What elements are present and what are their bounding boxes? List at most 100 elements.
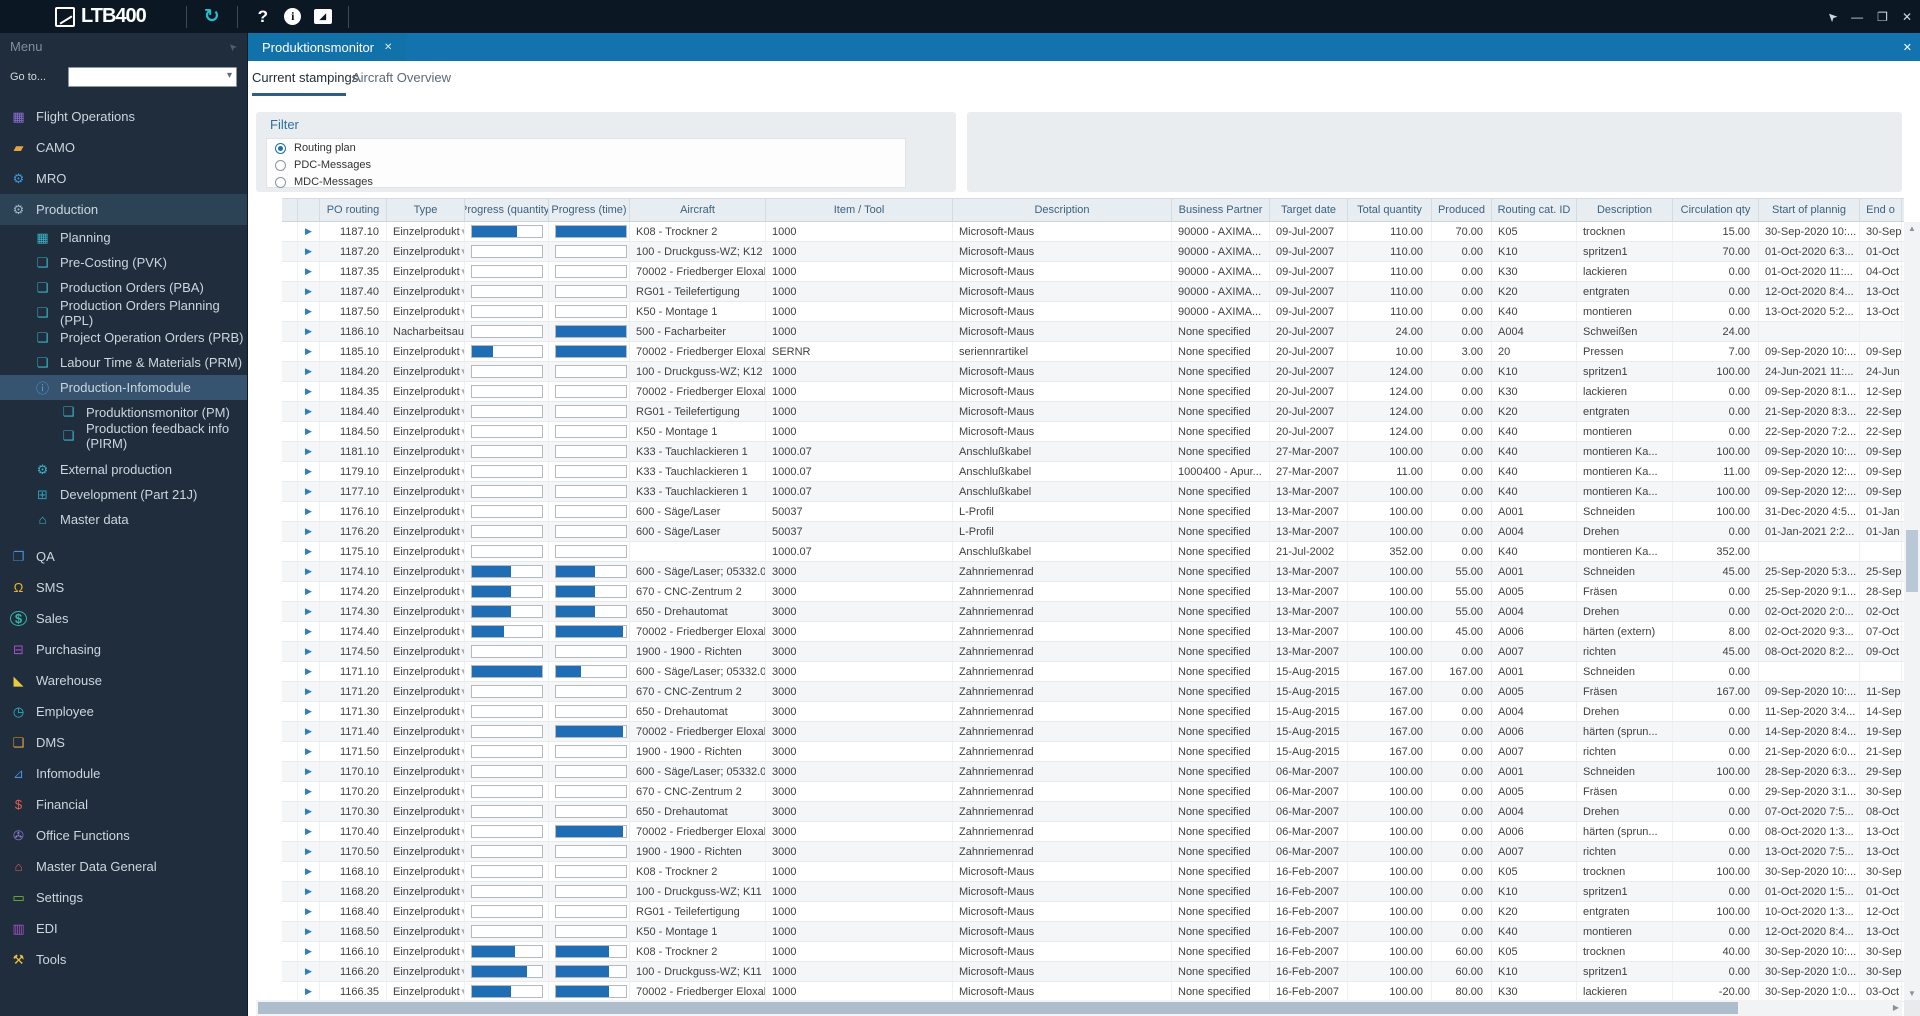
minimize-icon[interactable]: — [1851,9,1864,24]
horizontal-scrollbar[interactable]: ▶ [256,1000,1902,1016]
expand-arrow-icon[interactable]: ▶ [305,526,312,536]
scroll-down-arrow-icon[interactable]: ▼ [1908,989,1916,998]
type-dropdown-arrow-icon[interactable]: ▼ [460,887,464,896]
filter-radio-mdc-messages[interactable]: MDC-Messages [275,174,905,190]
column-header-item-tool[interactable]: Item / Tool [766,199,953,221]
column-header-total-quantity[interactable]: Total quantity [1348,199,1432,221]
expand-arrow-icon[interactable]: ▶ [305,506,312,516]
column-header-po-routing[interactable]: PO routing [320,199,387,221]
sidebar-item-warehouse[interactable]: ◣ Warehouse [0,665,247,696]
expand-arrow-icon[interactable]: ▶ [305,226,312,236]
sidebar-item-flight-operations[interactable]: ▦ Flight Operations [0,101,247,132]
column-header-empty[interactable] [298,199,320,221]
sidebar-item-sms[interactable]: Ω SMS [0,572,247,603]
sidebar-item-qa[interactable]: ❐ QA [0,541,247,572]
column-header-aircraft[interactable]: Aircraft [630,199,766,221]
type-dropdown-arrow-icon[interactable]: ▼ [460,487,464,496]
expand-arrow-icon[interactable]: ▶ [305,866,312,876]
expand-arrow-icon[interactable]: ▶ [305,326,312,336]
sidebar-item-production-orders-pba[interactable]: ❏ Production Orders (PBA) [0,275,247,300]
filter-radio-pdc-messages[interactable]: PDC-Messages [275,157,905,173]
subtab-aircraft-overview[interactable]: Aircraft Overview [352,70,451,85]
type-dropdown-arrow-icon[interactable]: ▼ [460,967,464,976]
type-dropdown-arrow-icon[interactable]: ▼ [460,607,464,616]
type-dropdown-arrow-icon[interactable]: ▼ [460,307,464,316]
type-dropdown-arrow-icon[interactable]: ▼ [460,707,464,716]
sidebar-item-project-operation-orders-prb[interactable]: ❏ Project Operation Orders (PRB) [0,325,247,350]
type-dropdown-arrow-icon[interactable]: ▼ [460,867,464,876]
sidebar-item-employee[interactable]: ◷ Employee [0,696,247,727]
column-header-type[interactable]: Type [387,199,465,221]
sidebar-item-master-data[interactable]: ⌂ Master data [0,507,247,532]
expand-arrow-icon[interactable]: ▶ [305,886,312,896]
image-icon[interactable]: ◢ [308,9,338,24]
expand-arrow-icon[interactable]: ▶ [305,786,312,796]
refresh-icon[interactable]: ↻ [203,6,220,27]
expand-arrow-icon[interactable]: ▶ [305,486,312,496]
expand-arrow-icon[interactable]: ▶ [305,586,312,596]
sidebar-item-settings[interactable]: ▭ Settings [0,882,247,913]
expand-arrow-icon[interactable]: ▶ [305,246,312,256]
type-dropdown-arrow-icon[interactable]: ▼ [460,547,464,556]
sidebar-item-mro[interactable]: ⚙ MRO [0,163,247,194]
goto-combobox[interactable] [68,67,237,87]
column-header-progress-time[interactable]: Progress (time) [549,199,630,221]
column-header-description[interactable]: Description [953,199,1172,221]
radio-button[interactable] [275,159,286,171]
type-dropdown-arrow-icon[interactable]: ▼ [460,527,464,536]
sidebar-item-external-production[interactable]: ⚙ External production [0,457,247,482]
type-dropdown-arrow-icon[interactable]: ▼ [460,807,464,816]
sidebar-item-dms[interactable]: ❑ DMS [0,727,247,758]
column-header-end-o[interactable]: End o [1860,199,1902,221]
expand-arrow-icon[interactable]: ▶ [305,966,312,976]
type-dropdown-arrow-icon[interactable]: ▼ [460,367,464,376]
type-dropdown-arrow-icon[interactable]: ▼ [460,747,464,756]
type-dropdown-arrow-icon[interactable]: ▼ [460,387,464,396]
expand-arrow-icon[interactable]: ▶ [305,686,312,696]
expand-arrow-icon[interactable]: ▶ [305,386,312,396]
sidebar-item-infomodule[interactable]: ⊿ Infomodule [0,758,247,789]
sidebar-item-edi[interactable]: ▥ EDI [0,913,247,944]
expand-arrow-icon[interactable]: ▶ [305,446,312,456]
type-dropdown-arrow-icon[interactable]: ▼ [460,727,464,736]
pin-icon[interactable]: ➤ [225,39,240,53]
type-dropdown-arrow-icon[interactable]: ▼ [460,407,464,416]
vertical-scrollbar[interactable]: ▲ ▼ [1904,222,1920,1000]
sidebar-item-labour-time-materials-prm[interactable]: ❏ Labour Time & Materials (PRM) [0,350,247,375]
tab-produktionsmonitor[interactable]: Produktionsmonitor ✕ [248,33,407,61]
help-icon[interactable]: ? [257,6,268,26]
expand-arrow-icon[interactable]: ▶ [305,566,312,576]
vertical-scroll-thumb[interactable] [1906,530,1918,592]
expand-arrow-icon[interactable]: ▶ [305,346,312,356]
radio-button[interactable] [275,176,286,188]
subtab-current-stampings[interactable]: Current stampings. [252,70,362,85]
column-header-progress-quantity[interactable]: Progress (quantity) [465,199,549,221]
column-header-routing-cat-id[interactable]: Routing cat. ID [1492,199,1577,221]
column-header-business-partner[interactable]: Business Partner [1172,199,1270,221]
expand-arrow-icon[interactable]: ▶ [305,426,312,436]
expand-arrow-icon[interactable]: ▶ [305,286,312,296]
scroll-right-arrow-icon[interactable]: ▶ [1892,1003,1899,1012]
column-header-circulation-qty[interactable]: Circulation qty [1673,199,1759,221]
expand-arrow-icon[interactable]: ▶ [305,746,312,756]
type-dropdown-arrow-icon[interactable]: ▼ [460,467,464,476]
type-dropdown-arrow-icon[interactable]: ▼ [464,327,465,336]
type-dropdown-arrow-icon[interactable]: ▼ [460,587,464,596]
expand-arrow-icon[interactable]: ▶ [305,626,312,636]
